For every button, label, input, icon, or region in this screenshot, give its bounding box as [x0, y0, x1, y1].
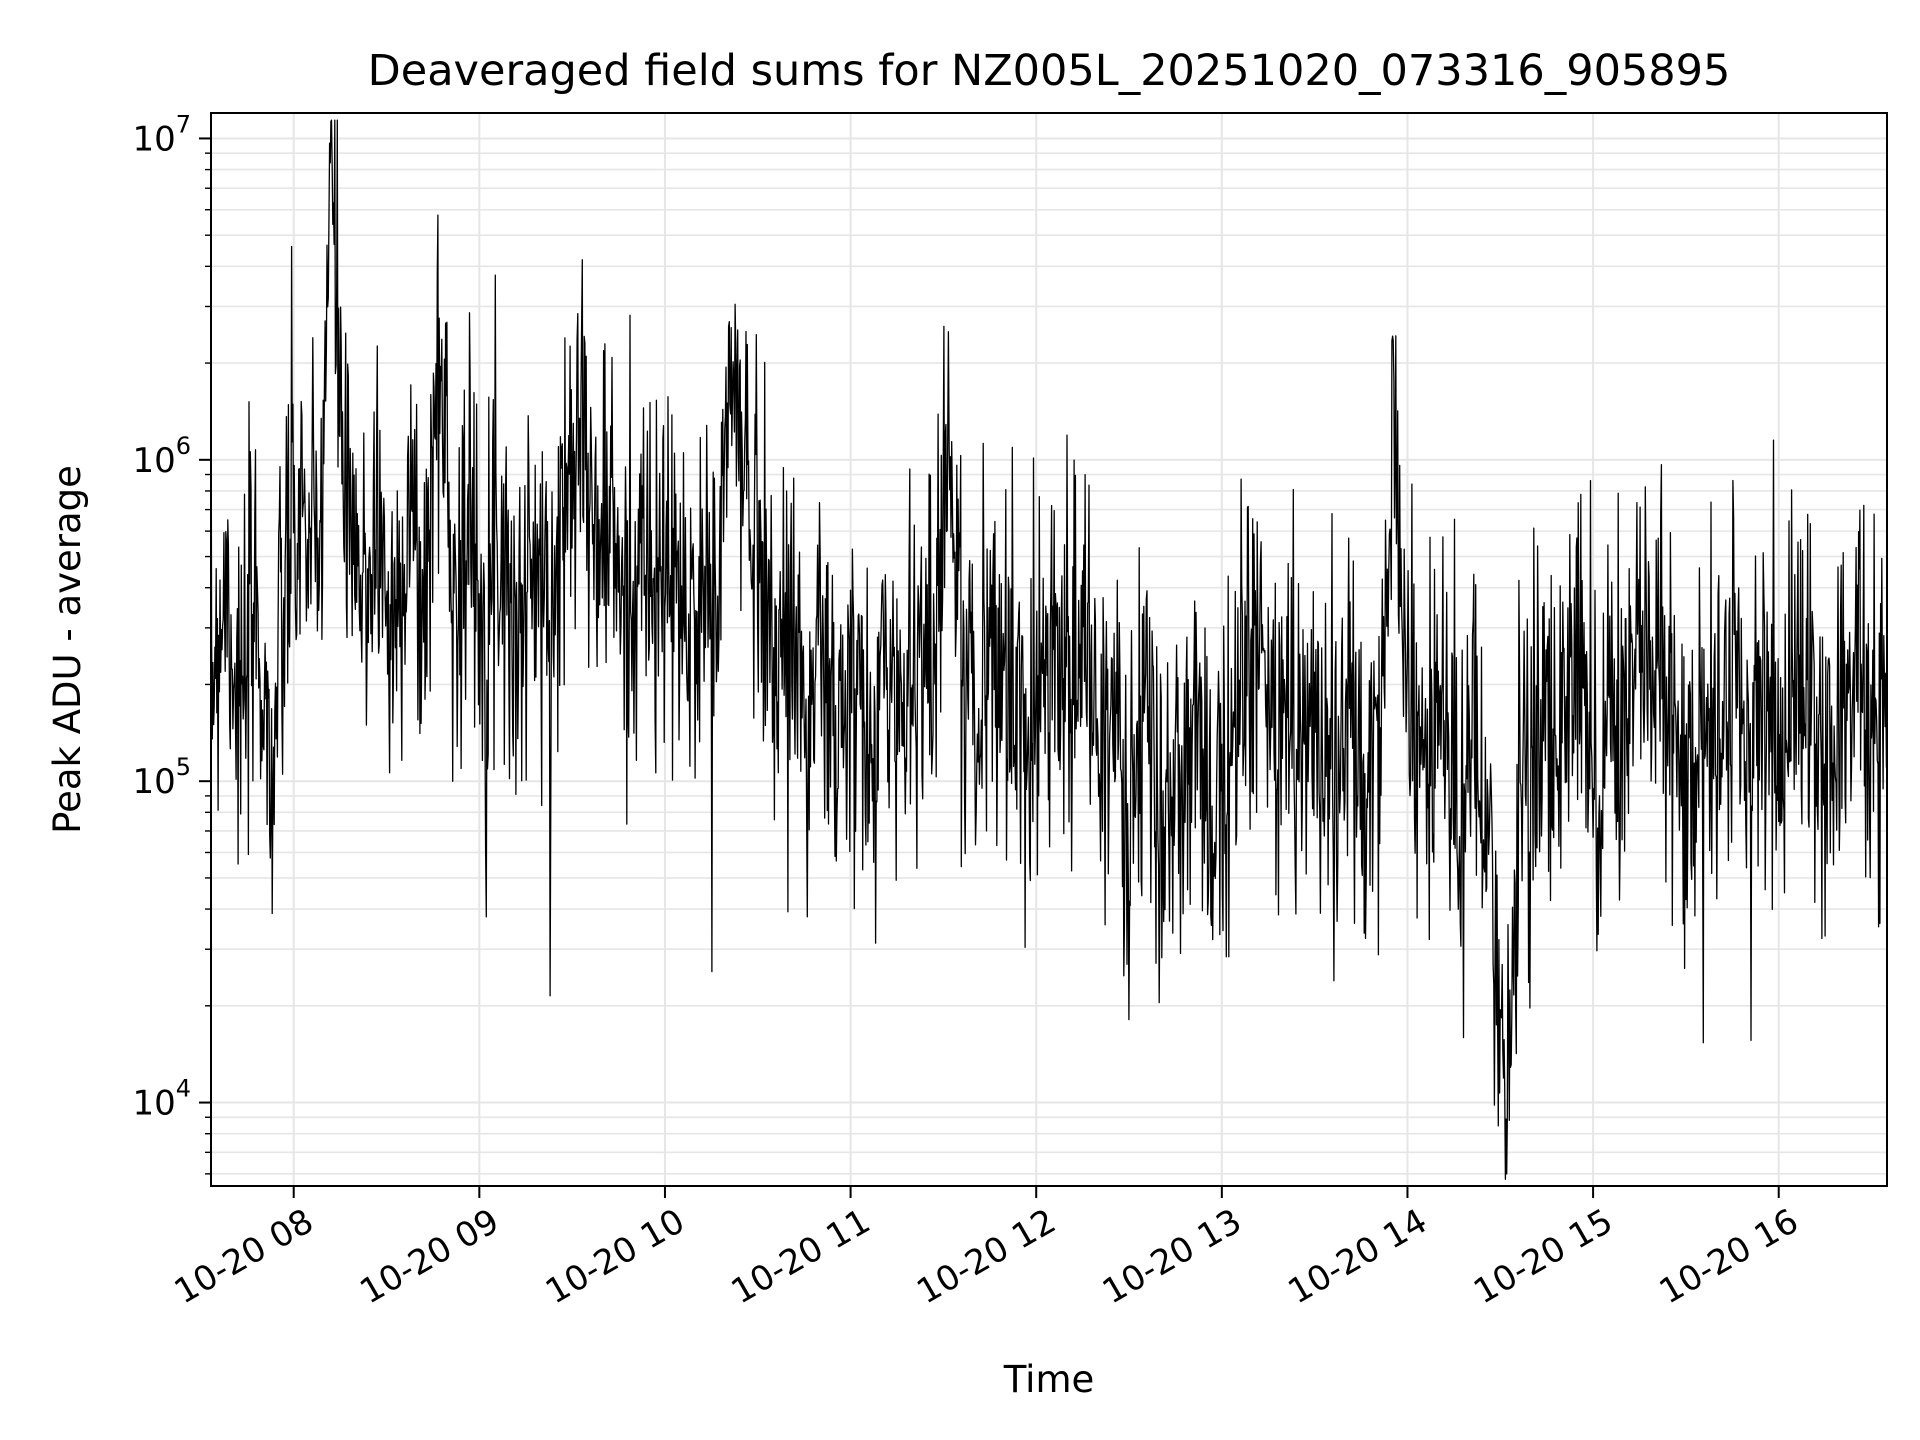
y-tick-label: 106: [132, 432, 191, 481]
series-line-group: [210, 119, 1888, 1180]
series-line: [210, 119, 1888, 1180]
y-tick-label: 107: [132, 110, 191, 159]
plot-frame: [210, 112, 1888, 1187]
y-tick-label: 104: [132, 1075, 191, 1124]
x-axis-label: Time: [1003, 1358, 1095, 1401]
y-tick-label: 105: [132, 753, 191, 802]
y-axis-label: Peak ADU - average: [46, 465, 89, 834]
chart-title: Deaveraged field sums for NZ005L_2025102…: [368, 46, 1731, 96]
